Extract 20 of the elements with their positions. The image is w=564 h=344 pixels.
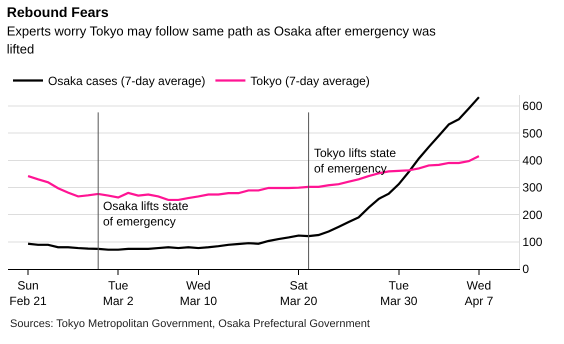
y-tick-label: 600: [522, 99, 543, 114]
x-tick-label: Wed Mar 10: [180, 278, 218, 308]
legend-label: Osaka cases (7-day average): [48, 74, 206, 88]
x-tick-label: Sat Mar 20: [280, 278, 318, 308]
x-tick-label: Tue Mar 2: [102, 278, 134, 308]
y-tick-label: 100: [522, 235, 543, 250]
y-tick-label: 400: [522, 153, 543, 168]
x-tick-label: Sun Feb 21: [9, 278, 48, 308]
ref-line-label: Tokyo lifts state of emergency: [314, 146, 396, 176]
chart-subtitle: Experts worry Tokyo may follow same path as Osaka after emergency was lifted: [6, 23, 436, 57]
chart-title: Rebound Fears: [6, 4, 109, 20]
ref-line-label: Osaka lifts state of emergency: [103, 199, 189, 229]
y-tick-label: 500: [522, 126, 543, 140]
source-note: Sources: Tokyo Metropolitan Government, Osaka Prefectural Government: [10, 318, 370, 330]
y-tick-label: 300: [522, 180, 543, 195]
legend-label: Tokyo (7-day average): [250, 74, 370, 88]
x-tick-label: Tue Mar 30: [380, 278, 418, 308]
x-tick-label: Wed Apr 7: [464, 278, 494, 308]
y-tick-label: 0: [522, 262, 530, 276]
y-tick-label: 200: [522, 208, 543, 222]
